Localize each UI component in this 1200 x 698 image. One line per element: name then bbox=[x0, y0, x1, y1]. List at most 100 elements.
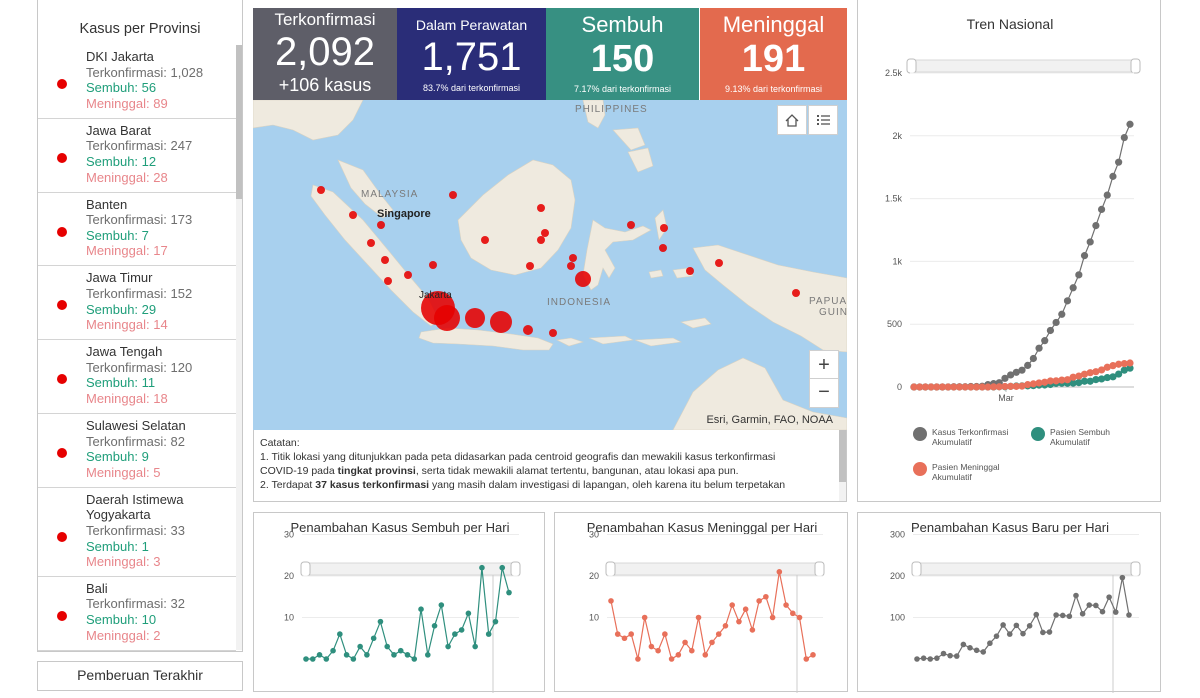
data-point[interactable] bbox=[1086, 602, 1093, 608]
data-point[interactable] bbox=[1041, 378, 1049, 386]
range-slider-track[interactable] bbox=[907, 59, 1140, 73]
data-point[interactable] bbox=[465, 610, 472, 617]
data-point[interactable] bbox=[742, 606, 749, 612]
data-point[interactable] bbox=[1035, 344, 1043, 352]
data-point[interactable] bbox=[628, 631, 634, 637]
data-point[interactable] bbox=[1046, 629, 1053, 635]
map-case-marker[interactable] bbox=[349, 211, 357, 219]
data-point[interactable] bbox=[614, 631, 621, 637]
data-point[interactable] bbox=[1006, 631, 1013, 637]
data-point[interactable] bbox=[1029, 380, 1037, 388]
map-case-marker[interactable] bbox=[384, 277, 392, 285]
map-case-marker[interactable] bbox=[537, 204, 545, 212]
data-point[interactable] bbox=[1052, 318, 1060, 327]
data-point[interactable] bbox=[960, 641, 967, 648]
data-point[interactable] bbox=[1029, 354, 1037, 363]
data-point[interactable] bbox=[1075, 372, 1083, 380]
data-point[interactable] bbox=[709, 639, 715, 646]
province-item[interactable]: Jawa Tengah Terkonfirmasi: 120 Sembuh: 11 M… bbox=[38, 340, 236, 414]
map-case-marker[interactable] bbox=[659, 244, 667, 252]
data-point[interactable] bbox=[1115, 158, 1123, 166]
data-point[interactable] bbox=[736, 618, 742, 625]
data-point[interactable] bbox=[350, 656, 357, 662]
data-point[interactable] bbox=[1033, 611, 1040, 618]
data-point[interactable] bbox=[995, 383, 1003, 391]
data-point[interactable] bbox=[689, 647, 695, 654]
map-case-marker[interactable] bbox=[526, 262, 534, 270]
data-point[interactable] bbox=[391, 652, 397, 658]
range-slider-handle-left[interactable] bbox=[911, 561, 922, 577]
map-legend-button[interactable] bbox=[808, 105, 838, 135]
data-point[interactable] bbox=[1103, 363, 1111, 371]
data-point[interactable] bbox=[1109, 373, 1117, 381]
data-point[interactable] bbox=[485, 631, 492, 637]
data-point[interactable] bbox=[1052, 377, 1060, 385]
data-point[interactable] bbox=[1063, 376, 1072, 384]
data-point[interactable] bbox=[445, 643, 451, 650]
data-point[interactable] bbox=[989, 383, 998, 391]
map-case-marker[interactable] bbox=[575, 271, 591, 287]
data-point[interactable] bbox=[1001, 374, 1009, 382]
data-point[interactable] bbox=[910, 383, 918, 391]
data-point[interactable] bbox=[1000, 622, 1006, 628]
map-case-marker[interactable] bbox=[490, 311, 512, 333]
legend-swatch[interactable] bbox=[913, 427, 927, 441]
map-case-marker[interactable] bbox=[569, 254, 577, 262]
data-point[interactable] bbox=[702, 652, 709, 658]
data-point[interactable] bbox=[756, 598, 762, 604]
map-case-marker[interactable] bbox=[567, 262, 575, 270]
data-point[interactable] bbox=[1115, 370, 1123, 378]
data-point[interactable] bbox=[648, 643, 655, 650]
data-point[interactable] bbox=[722, 623, 729, 629]
data-point[interactable] bbox=[961, 383, 969, 391]
data-point[interactable] bbox=[973, 647, 980, 654]
map-case-marker[interactable] bbox=[537, 236, 545, 244]
data-point[interactable] bbox=[916, 383, 924, 391]
data-point[interactable] bbox=[1120, 133, 1128, 142]
data-point[interactable] bbox=[987, 640, 993, 647]
data-point[interactable] bbox=[1109, 172, 1117, 180]
data-point[interactable] bbox=[1069, 373, 1077, 381]
data-point[interactable] bbox=[1041, 337, 1049, 345]
data-point[interactable] bbox=[978, 383, 986, 391]
data-point[interactable] bbox=[715, 631, 722, 637]
data-point[interactable] bbox=[662, 631, 668, 637]
data-point[interactable] bbox=[790, 610, 796, 617]
data-point[interactable] bbox=[1097, 375, 1106, 383]
data-point[interactable] bbox=[1069, 379, 1077, 387]
data-point[interactable] bbox=[1126, 612, 1132, 618]
map-case-marker[interactable] bbox=[381, 256, 389, 264]
legend-swatch[interactable] bbox=[1031, 427, 1045, 441]
data-point[interactable] bbox=[1126, 120, 1134, 128]
data-point[interactable] bbox=[452, 631, 458, 637]
data-point[interactable] bbox=[668, 656, 675, 662]
data-point[interactable] bbox=[1040, 629, 1046, 636]
data-point[interactable] bbox=[682, 639, 688, 646]
data-point[interactable] bbox=[343, 652, 350, 658]
data-point[interactable] bbox=[1012, 382, 1020, 390]
map-zoom-in-button[interactable]: + bbox=[809, 350, 839, 380]
map-case-marker[interactable] bbox=[481, 236, 489, 244]
map-case-marker[interactable] bbox=[627, 221, 635, 229]
data-point[interactable] bbox=[953, 653, 960, 659]
data-point[interactable] bbox=[635, 656, 641, 662]
data-point[interactable] bbox=[1075, 271, 1083, 279]
province-list[interactable]: DKI Jakarta Terkonfirmasi: 1,028 Sembuh: 5… bbox=[38, 45, 236, 651]
data-point[interactable] bbox=[984, 383, 992, 391]
data-point[interactable] bbox=[914, 656, 920, 662]
data-point[interactable] bbox=[1126, 364, 1134, 372]
data-point[interactable] bbox=[377, 618, 384, 625]
data-point[interactable] bbox=[1112, 609, 1119, 615]
map-zoom-out-button[interactable]: − bbox=[809, 378, 839, 408]
range-slider-track[interactable] bbox=[912, 562, 1140, 576]
data-point[interactable] bbox=[1007, 371, 1015, 379]
data-point[interactable] bbox=[1013, 622, 1020, 629]
data-point[interactable] bbox=[479, 564, 485, 571]
data-point[interactable] bbox=[411, 656, 418, 662]
map-case-marker[interactable] bbox=[404, 271, 412, 279]
range-slider-track[interactable] bbox=[606, 562, 824, 576]
data-point[interactable] bbox=[749, 627, 756, 633]
map-case-marker[interactable] bbox=[541, 229, 549, 237]
data-point[interactable] bbox=[920, 655, 927, 661]
data-point[interactable] bbox=[729, 602, 735, 608]
